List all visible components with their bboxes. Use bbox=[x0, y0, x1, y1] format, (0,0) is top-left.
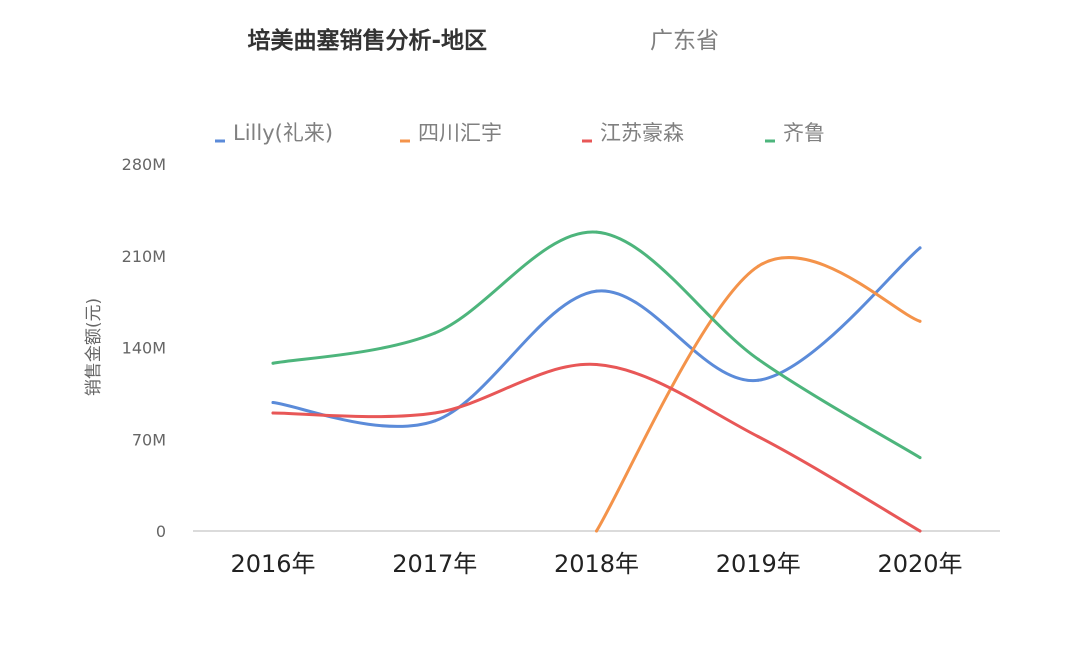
series-line-2 bbox=[271, 362, 922, 533]
chart-title-main: 培美曲塞销售分析-地区 bbox=[247, 27, 487, 54]
data-point bbox=[918, 319, 922, 323]
data-point bbox=[595, 289, 598, 293]
legend: Lilly(礼来) 四川汇宇 江苏豪森 齐鲁 bbox=[215, 121, 825, 145]
y-axis-label: 销售金额(元) bbox=[84, 298, 104, 396]
y-tick-label: 70M bbox=[132, 430, 166, 449]
data-point bbox=[595, 230, 598, 234]
series-lines bbox=[271, 230, 922, 533]
data-point bbox=[595, 529, 598, 533]
data-point bbox=[433, 331, 437, 335]
legend-label-1: 四川汇宇 bbox=[418, 121, 502, 145]
data-point bbox=[918, 456, 922, 460]
x-tick-label: 2016年 bbox=[230, 550, 315, 578]
data-point bbox=[756, 264, 760, 268]
legend-label-3: 齐鲁 bbox=[783, 121, 825, 145]
legend-label-2: 江苏豪森 bbox=[600, 121, 684, 145]
data-point bbox=[756, 357, 760, 361]
data-point bbox=[756, 378, 760, 382]
y-tick-label: 140M bbox=[122, 339, 166, 358]
series-line-1 bbox=[595, 256, 922, 533]
y-tick-label: 210M bbox=[122, 247, 166, 266]
data-point bbox=[918, 529, 922, 533]
data-point bbox=[271, 361, 275, 365]
legend-label-0: Lilly(礼来) bbox=[233, 121, 333, 145]
data-point bbox=[918, 246, 922, 250]
x-axis-ticks: 2016年 2017年 2018年 2019年 2020年 bbox=[230, 550, 962, 578]
data-point bbox=[271, 411, 275, 415]
data-point bbox=[433, 411, 437, 415]
x-tick-label: 2017年 bbox=[392, 550, 477, 578]
data-point bbox=[595, 363, 598, 367]
x-tick-label: 2019年 bbox=[716, 550, 801, 578]
y-tick-label: 0 bbox=[156, 522, 166, 541]
data-point bbox=[433, 419, 437, 423]
chart-subtitle: 广东省 bbox=[650, 28, 719, 54]
data-point bbox=[756, 435, 760, 439]
y-tick-label: 280M bbox=[122, 155, 166, 174]
chart-title: 培美曲塞销售分析-地区 广东省 bbox=[247, 27, 719, 54]
y-axis-ticks: 0 70M 140M 210M 280M bbox=[122, 155, 166, 541]
x-tick-label: 2020年 bbox=[877, 550, 962, 578]
x-tick-label: 2018年 bbox=[554, 550, 639, 578]
data-point bbox=[271, 401, 275, 405]
